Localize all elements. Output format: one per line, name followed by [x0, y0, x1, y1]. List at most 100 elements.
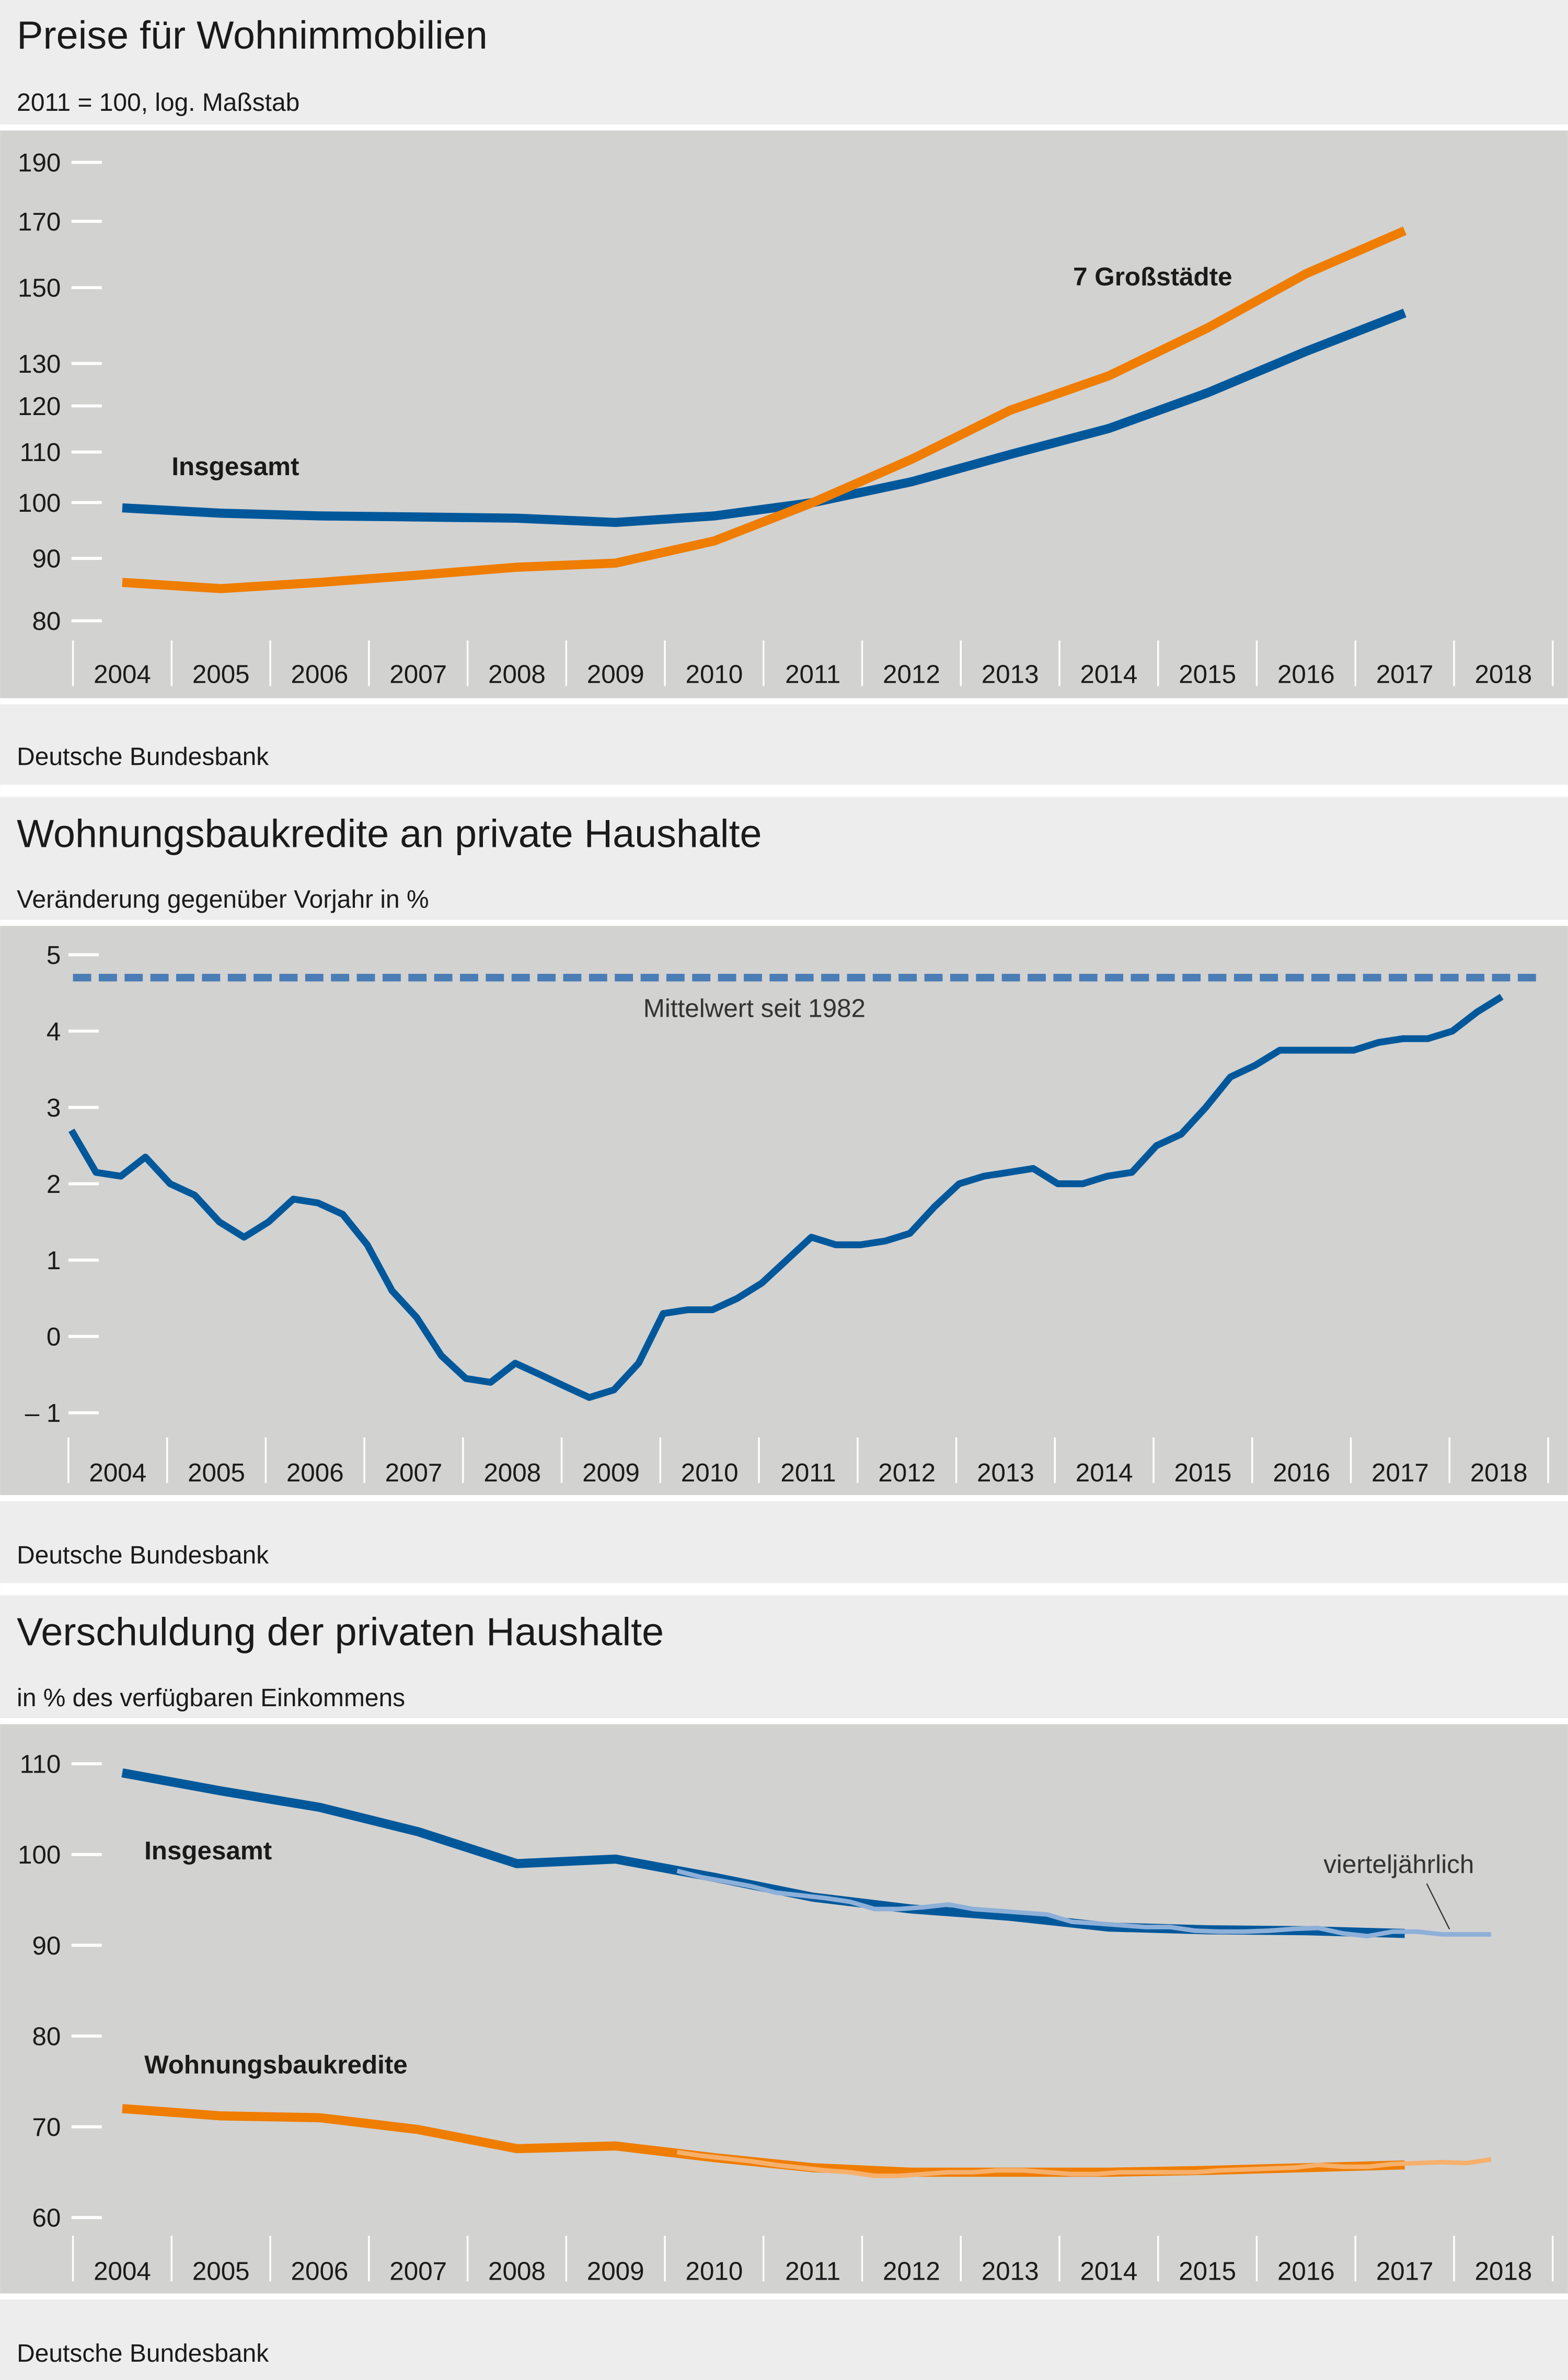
x-tick-label: 2014 — [1076, 1458, 1133, 1487]
data-point — [615, 562, 616, 564]
x-tick-label: 2007 — [389, 660, 447, 689]
x-tick-label: 2005 — [192, 2257, 250, 2285]
data-point — [712, 1309, 713, 1310]
data-point — [490, 1382, 491, 1383]
y-tick-label: 90 — [32, 1931, 61, 1960]
source-label: Deutsche Bundesbank — [17, 2340, 269, 2367]
data-point — [959, 1183, 960, 1184]
chart-title: Preise für Wohnimmobilien — [17, 13, 488, 57]
x-tick-label: 2014 — [1080, 660, 1137, 689]
data-point — [1392, 1931, 1393, 1932]
x-tick-label: 2011 — [785, 2257, 840, 2285]
x-tick-label: 2015 — [1179, 660, 1236, 689]
x-tick-label: 2018 — [1474, 660, 1532, 689]
data-point — [1269, 1930, 1270, 1931]
data-point — [1466, 1934, 1467, 1935]
data-point — [1306, 351, 1307, 352]
data-point — [615, 522, 616, 523]
y-tick-label: 60 — [32, 2204, 61, 2233]
x-tick-label: 2005 — [192, 660, 250, 689]
data-point — [1219, 1931, 1220, 1932]
data-point — [1306, 273, 1307, 274]
data-point — [1107, 1176, 1108, 1177]
chart-house-prices: Preise für Wohnimmobilien 2011 = 100, lo… — [0, 13, 1568, 771]
annotation-leader-line — [1426, 1883, 1450, 1930]
data-point — [71, 1130, 72, 1131]
x-tick-label: 2011 — [785, 660, 840, 689]
y-tick-label: 3 — [47, 1094, 61, 1122]
x-tick-label: 2016 — [1277, 2257, 1335, 2285]
x-tick-label: 2009 — [587, 660, 644, 689]
chart-housing-loans: Wohnungsbaukredite an private Haushalte … — [0, 811, 1568, 1569]
y-tick-label: 110 — [20, 1750, 61, 1779]
x-tick-label: 2004 — [89, 1458, 146, 1487]
source-label: Deutsche Bundesbank — [17, 1542, 269, 1569]
series-line-quarterly-3 — [676, 2149, 1492, 2178]
x-tick-label: 2015 — [1179, 2257, 1236, 2285]
data-point — [342, 1214, 343, 1215]
data-point — [122, 582, 123, 583]
y-tick-label: 170 — [18, 208, 61, 236]
series-label-wohnungsbaukredite: Wohnungsbaukredite — [144, 2050, 408, 2079]
y-tick-label: 130 — [18, 350, 61, 378]
chart-subtitle: in % des verfügbaren Einkommens — [17, 1684, 405, 1712]
divider — [0, 1583, 1568, 1595]
data-point — [1121, 1925, 1122, 1926]
source-label: Deutsche Bundesbank — [17, 743, 269, 771]
series-label-grossstaedte: 7 Großstädte — [1073, 262, 1232, 291]
data-point — [1269, 2168, 1270, 2169]
y-tick-label: 150 — [18, 274, 61, 303]
x-tick-label: 2010 — [686, 2257, 743, 2285]
x-tick-label: 2016 — [1277, 660, 1335, 689]
x-tick-label: 2018 — [1470, 1458, 1528, 1487]
data-point — [1082, 1183, 1083, 1184]
x-tick-label: 2006 — [291, 660, 349, 689]
x-tick-label: 2016 — [1273, 1458, 1330, 1487]
x-tick-label: 2004 — [94, 2257, 151, 2285]
series-label-insgesamt: Insgesamt — [171, 452, 299, 481]
divider — [0, 2293, 1568, 2300]
data-point — [1071, 2174, 1072, 2175]
x-tick-label: 2013 — [982, 2257, 1039, 2285]
y-tick-label: 80 — [32, 2022, 61, 2051]
data-point — [319, 1807, 320, 1808]
plot-area — [0, 130, 1568, 698]
data-point — [1279, 1050, 1280, 1051]
divider — [0, 785, 1568, 797]
x-tick-label: 2010 — [681, 1458, 739, 1487]
annotation-quarterly: vierteljährlich — [1323, 1850, 1474, 1879]
data-point — [418, 574, 419, 576]
divider — [0, 698, 1568, 705]
data-point — [244, 1237, 245, 1238]
data-point — [1156, 1145, 1157, 1146]
chart-title: Verschuldung der privaten Haushalte — [17, 1610, 664, 1654]
data-point — [515, 1363, 516, 1364]
data-point — [948, 1904, 949, 1905]
data-point — [319, 582, 320, 583]
divider — [0, 1495, 1568, 1501]
series-line-7-gro-st-dte — [122, 226, 1407, 593]
x-tick-label: 2013 — [982, 660, 1039, 689]
data-point — [1244, 1931, 1245, 1932]
y-tick-label: 120 — [18, 392, 61, 421]
data-point — [1477, 1011, 1478, 1013]
y-tick-label: 80 — [32, 607, 61, 636]
x-tick-label: 2008 — [483, 1458, 541, 1487]
x-tick-label: 2012 — [878, 1458, 936, 1487]
x-tick-label: 2013 — [977, 1458, 1034, 1487]
x-tick-label: 2012 — [883, 660, 940, 689]
data-point — [811, 1237, 812, 1238]
y-tick-label: 1 — [47, 1246, 61, 1275]
chart-title: Wohnungsbaukredite an private Haushalte — [17, 811, 762, 855]
data-point — [899, 1908, 900, 1910]
data-point — [1466, 2163, 1467, 2164]
x-tick-label: 2010 — [686, 660, 743, 689]
x-tick-label: 2017 — [1371, 1458, 1429, 1487]
x-tick-label: 2006 — [291, 2257, 349, 2285]
chart-subtitle: 2011 = 100, log. Maßstab — [17, 89, 299, 117]
y-tick-label: 4 — [47, 1017, 61, 1046]
divider — [0, 1718, 1568, 1724]
chart-subtitle: Veränderung gegenüber Vorjahr in % — [17, 886, 429, 913]
x-tick-label: 2006 — [286, 1458, 344, 1487]
data-point — [589, 1397, 590, 1398]
